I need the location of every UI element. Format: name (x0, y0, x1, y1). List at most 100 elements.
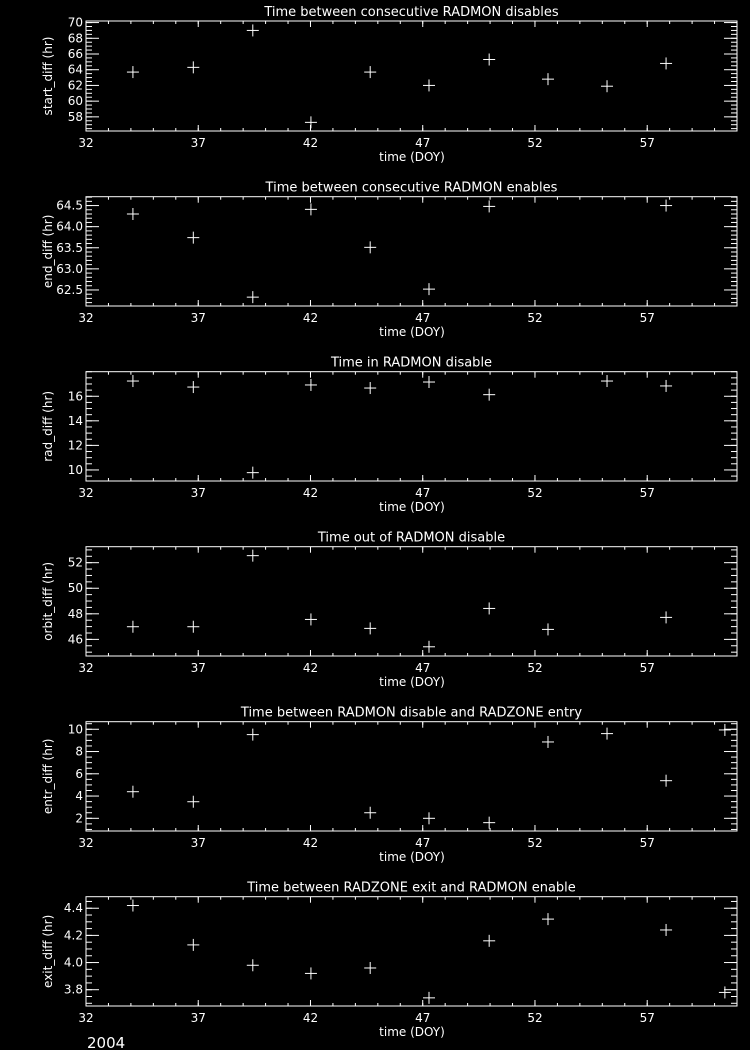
data-point (541, 735, 554, 748)
data-point (187, 795, 200, 808)
scatter-panel-3: Time in RADMON disable 32 37 42 47 52 57 time (… (41, 356, 738, 514)
data-point (126, 620, 139, 633)
y-tick-label: 66 (68, 47, 83, 61)
data-point (246, 728, 259, 741)
data-point (660, 774, 673, 787)
data-point (718, 723, 731, 736)
x-tick-label: 32 (78, 1011, 93, 1025)
y-axis-label: orbit_diff (hr) (41, 562, 55, 641)
x-tick-label: 37 (191, 486, 206, 500)
data-point (246, 466, 259, 479)
x-axis-label: time (DOY) (379, 850, 445, 864)
plot-frame (85, 371, 738, 482)
x-tick-label: 47 (415, 1011, 430, 1025)
data-point (126, 785, 139, 798)
data-point (483, 816, 496, 829)
data-point (601, 80, 614, 93)
data-point (126, 208, 139, 221)
x-tick-label: 47 (415, 136, 430, 150)
data-point (126, 899, 139, 912)
scatter-panel-2: Time between consecutive RADMON enables 3… (41, 181, 738, 339)
x-tick-label: 37 (191, 311, 206, 325)
data-point (246, 959, 259, 972)
x-axis-label: time (DOY) (379, 675, 445, 689)
y-tick-label: 4 (75, 789, 83, 803)
data-point (364, 241, 377, 254)
data-point (483, 388, 496, 401)
y-tick-label: 4.2 (64, 928, 83, 942)
data-point (246, 291, 259, 304)
chart-title: Time between RADMON disable and RADZONE … (240, 706, 582, 721)
y-axis-label: end_diff (hr) (41, 215, 55, 289)
x-tick-label: 32 (78, 836, 93, 850)
x-tick-label: 57 (640, 311, 655, 325)
x-tick-label: 52 (527, 836, 542, 850)
data-point (187, 231, 200, 244)
scatter-panel-4: Time out of RADMON disable 32 37 42 47 52 57 ti… (41, 531, 738, 689)
x-tick-label: 57 (640, 1011, 655, 1025)
data-point (246, 549, 259, 562)
y-tick-label: 64.0 (56, 220, 83, 234)
x-tick-label: 42 (303, 1011, 318, 1025)
data-point (364, 622, 377, 635)
x-tick-label: 52 (527, 311, 542, 325)
x-axis-label: time (DOY) (379, 1025, 445, 1039)
y-tick-label: 68 (68, 31, 83, 45)
data-point (187, 620, 200, 633)
y-tick-label: 52 (68, 556, 83, 570)
data-point (601, 727, 614, 740)
data-point (246, 24, 259, 37)
x-tick-label: 47 (415, 311, 430, 325)
x-tick-label: 47 (415, 836, 430, 850)
x-tick-label: 57 (640, 136, 655, 150)
data-point (601, 375, 614, 388)
x-tick-label: 52 (527, 486, 542, 500)
chart-title: Time in RADMON disable (330, 356, 492, 371)
data-point (483, 934, 496, 947)
y-tick-label: 10 (68, 463, 83, 477)
x-tick-label: 37 (191, 1011, 206, 1025)
data-point (364, 382, 377, 395)
data-point (304, 613, 317, 626)
data-point (304, 116, 317, 129)
y-tick-label: 48 (68, 607, 83, 621)
data-point (304, 203, 317, 216)
x-tick-label: 57 (640, 836, 655, 850)
plot-frame (85, 721, 738, 832)
y-tick-label: 64.5 (56, 199, 83, 213)
x-tick-label: 52 (527, 661, 542, 675)
data-point (187, 61, 200, 74)
plot-frame (85, 20, 738, 132)
x-tick-label: 57 (640, 661, 655, 675)
data-point (364, 961, 377, 974)
scatter-panel-1: Time between consecutive RADMON disables… (41, 5, 738, 164)
x-tick-label: 47 (415, 486, 430, 500)
data-point (304, 967, 317, 980)
data-point (304, 378, 317, 391)
x-tick-label: 47 (415, 661, 430, 675)
data-point (126, 375, 139, 388)
y-tick-label: 16 (68, 389, 83, 403)
y-tick-label: 62.5 (56, 283, 83, 297)
data-point (126, 66, 139, 79)
x-tick-label: 37 (191, 661, 206, 675)
x-tick-label: 57 (640, 486, 655, 500)
data-point (364, 66, 377, 79)
y-tick-label: 60 (68, 94, 83, 108)
x-tick-label: 52 (527, 1011, 542, 1025)
x-axis-label: time (DOY) (379, 325, 445, 339)
y-tick-label: 12 (68, 438, 83, 452)
data-point (541, 913, 554, 926)
x-tick-label: 32 (78, 661, 93, 675)
data-point (423, 79, 436, 92)
y-tick-label: 4.0 (64, 956, 83, 970)
y-tick-label: 6 (75, 767, 83, 781)
data-point (187, 938, 200, 951)
x-tick-label: 37 (191, 136, 206, 150)
data-point (483, 602, 496, 615)
x-tick-label: 42 (303, 836, 318, 850)
x-tick-label: 32 (78, 311, 93, 325)
y-axis-label: start_diff (hr) (41, 37, 55, 116)
chart-title: Time out of RADMON disable (317, 531, 505, 546)
